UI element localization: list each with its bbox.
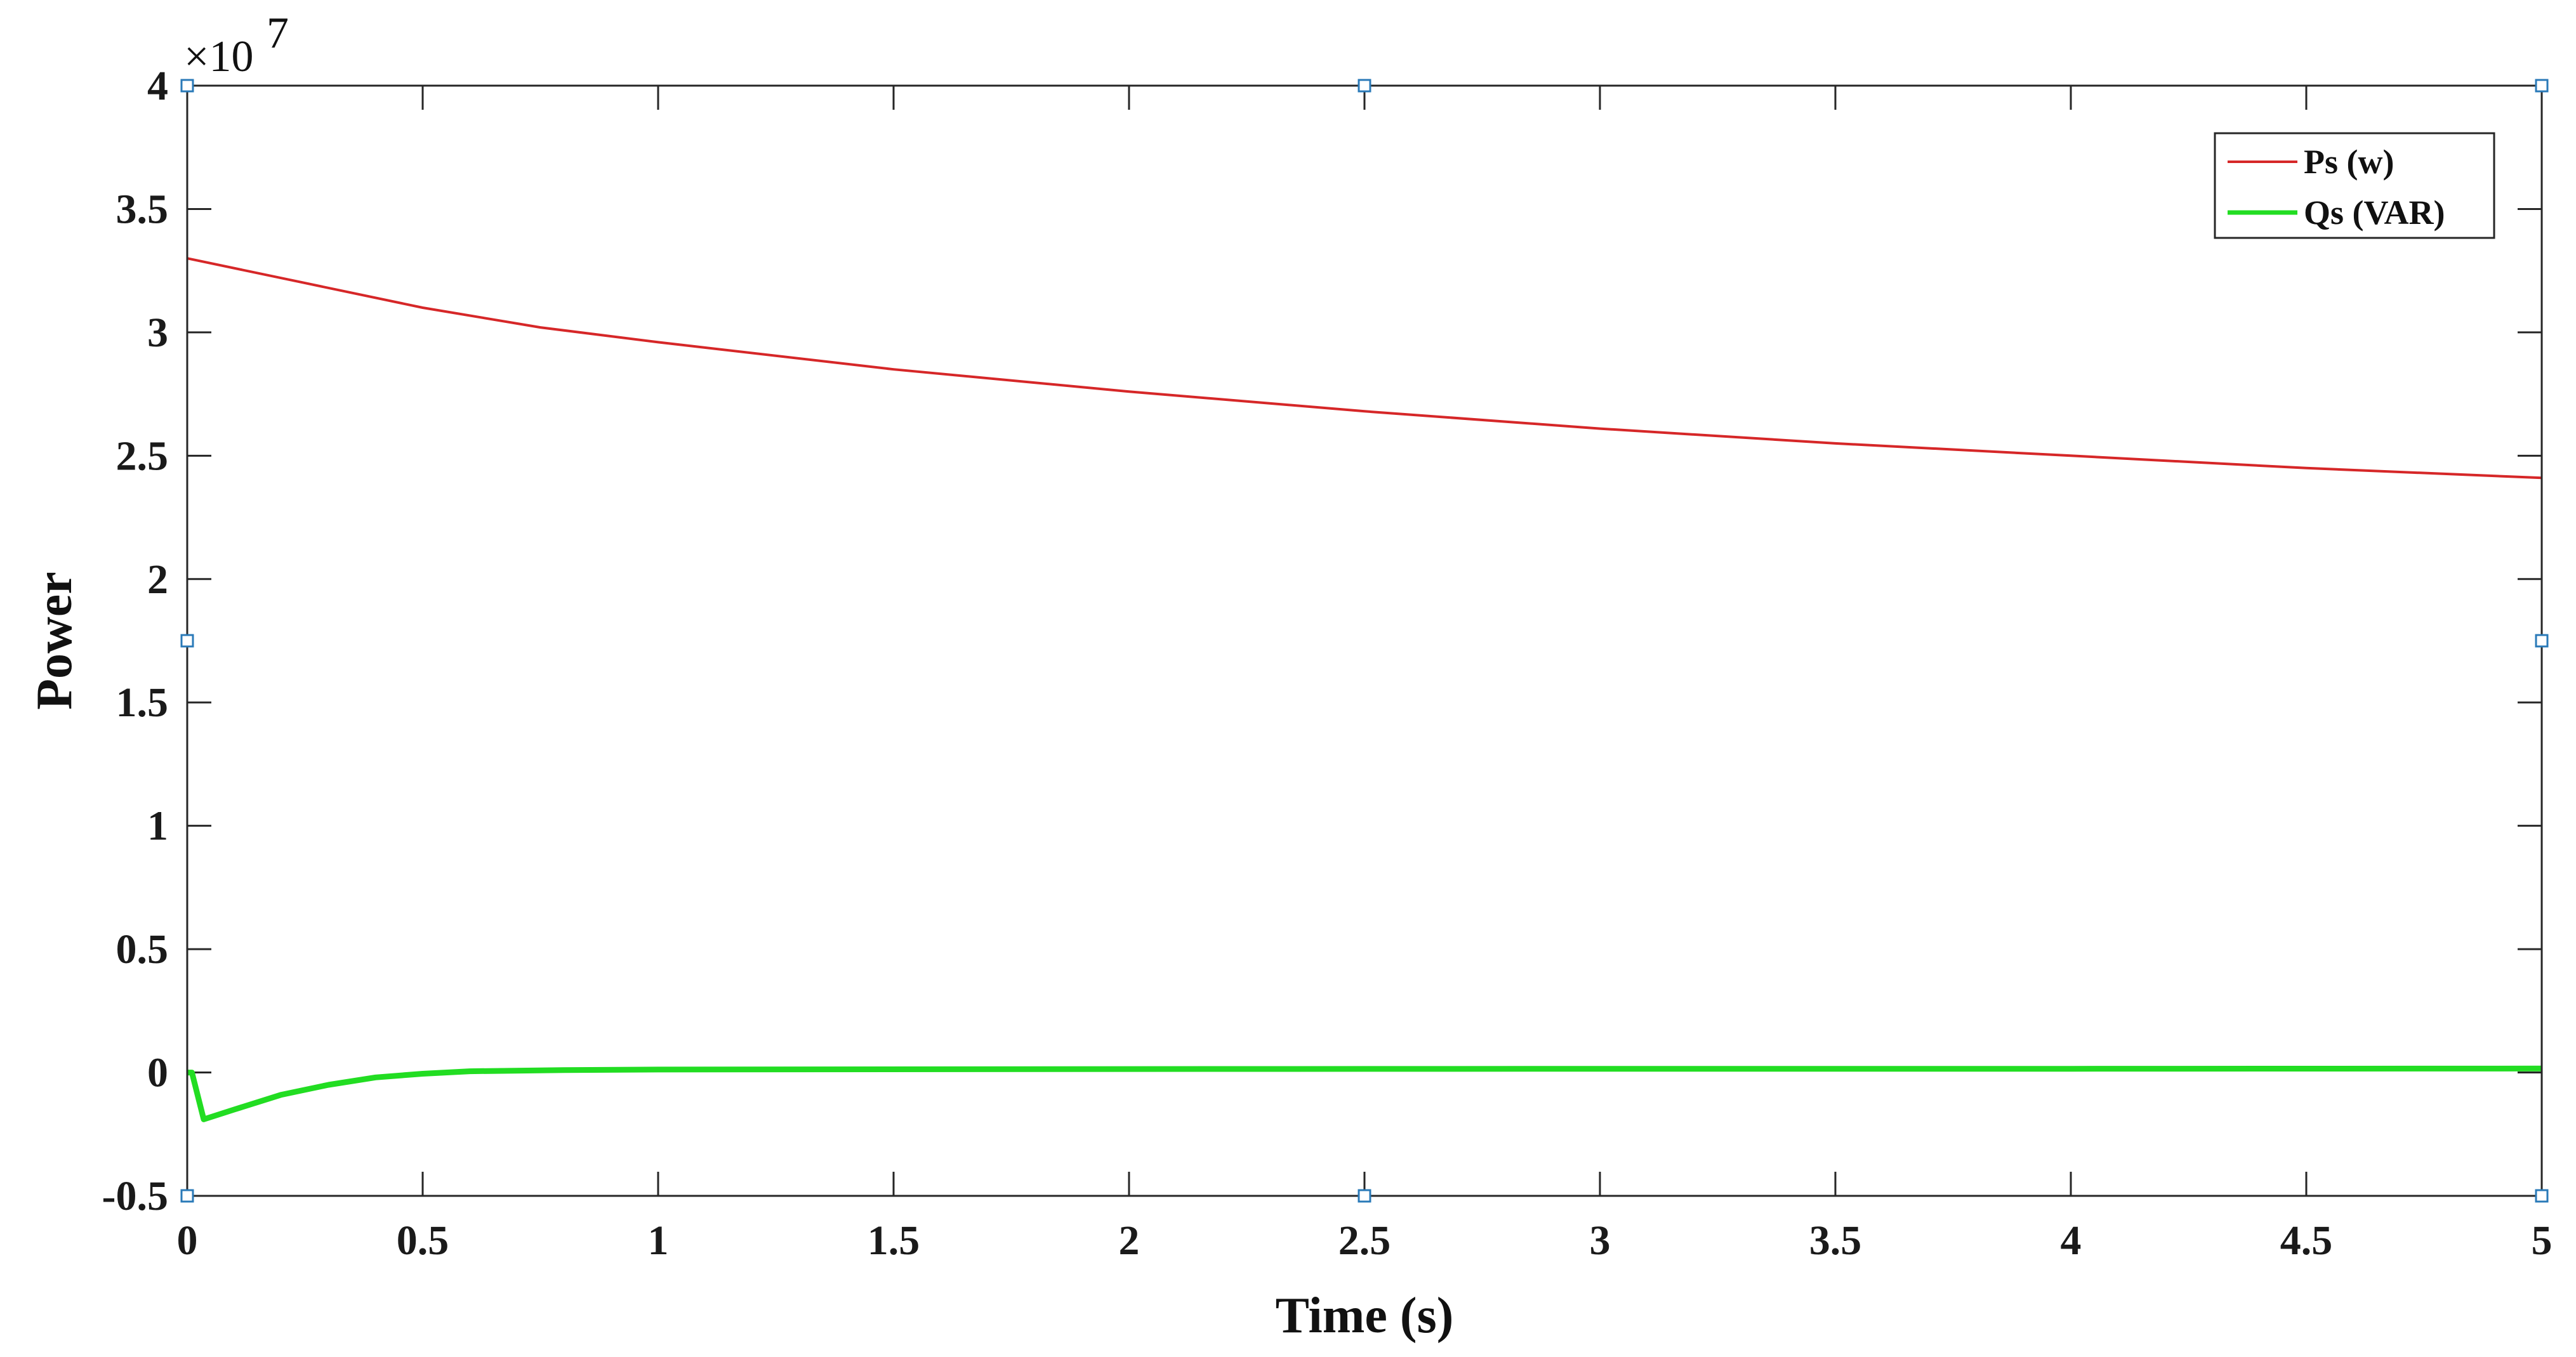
x-tick-label: 1 [648, 1217, 669, 1264]
x-tick-label: 5 [2532, 1217, 2553, 1264]
y-tick-label: 0 [147, 1050, 168, 1096]
selection-handle [180, 79, 194, 93]
x-tick-label: 3.5 [1809, 1217, 1862, 1264]
y-tick-label: 3 [147, 310, 168, 356]
y-exponent-power: 7 [267, 9, 289, 58]
legend: Ps (w) Qs (VAR) [2214, 132, 2495, 239]
x-tick-label: 2.5 [1338, 1217, 1391, 1264]
selection-handle [1357, 79, 1371, 93]
selection-handle [1357, 1189, 1371, 1203]
series-line-qs [187, 1065, 2542, 1122]
x-tick-label: 4.5 [2280, 1217, 2333, 1264]
selection-handle [2535, 634, 2549, 648]
selection-handle [2535, 1189, 2549, 1203]
x-tick-label: 3 [1590, 1217, 1611, 1264]
series-lines [187, 257, 2542, 1122]
series-line-ps [187, 257, 2542, 480]
x-tick-label: 1.5 [868, 1217, 920, 1264]
y-axis-label: Power [27, 572, 83, 710]
x-tick-label: 2 [1119, 1217, 1140, 1264]
legend-box [2214, 132, 2495, 239]
selection-handle [180, 634, 194, 648]
x-axis-label: Time (s) [1276, 1288, 1454, 1344]
y-tick-label: 2.5 [116, 433, 169, 479]
y-tick-label: 1 [147, 803, 168, 849]
legend-entry: Qs (VAR) [2304, 193, 2445, 232]
axis-ticks [186, 84, 2543, 1197]
selection-handle [2535, 79, 2549, 93]
x-tick-label: 0.5 [397, 1217, 449, 1264]
y-tick-label: 1.5 [116, 679, 169, 726]
y-tick-label: 0.5 [116, 926, 169, 973]
plot-area-frame [186, 84, 2543, 1197]
selection-handle [180, 1189, 194, 1203]
tick-labels: 0 0.5 1 1.5 2 2.5 3 3.5 4 4.5 5-0.500.511.522.533.… [102, 63, 2553, 1264]
legend-entry: Ps (w) [2304, 143, 2394, 181]
y-tick-label: 4 [147, 63, 168, 109]
y-tick-label: -0.5 [102, 1173, 168, 1219]
x-tick-label: 4 [2061, 1217, 2082, 1264]
y-exponent-label: ×10 [184, 32, 253, 81]
y-tick-label: 3.5 [116, 186, 169, 232]
y-tick-label: 2 [147, 556, 168, 603]
x-tick-label: 0 [177, 1217, 198, 1264]
selection-handles [180, 79, 2549, 1203]
